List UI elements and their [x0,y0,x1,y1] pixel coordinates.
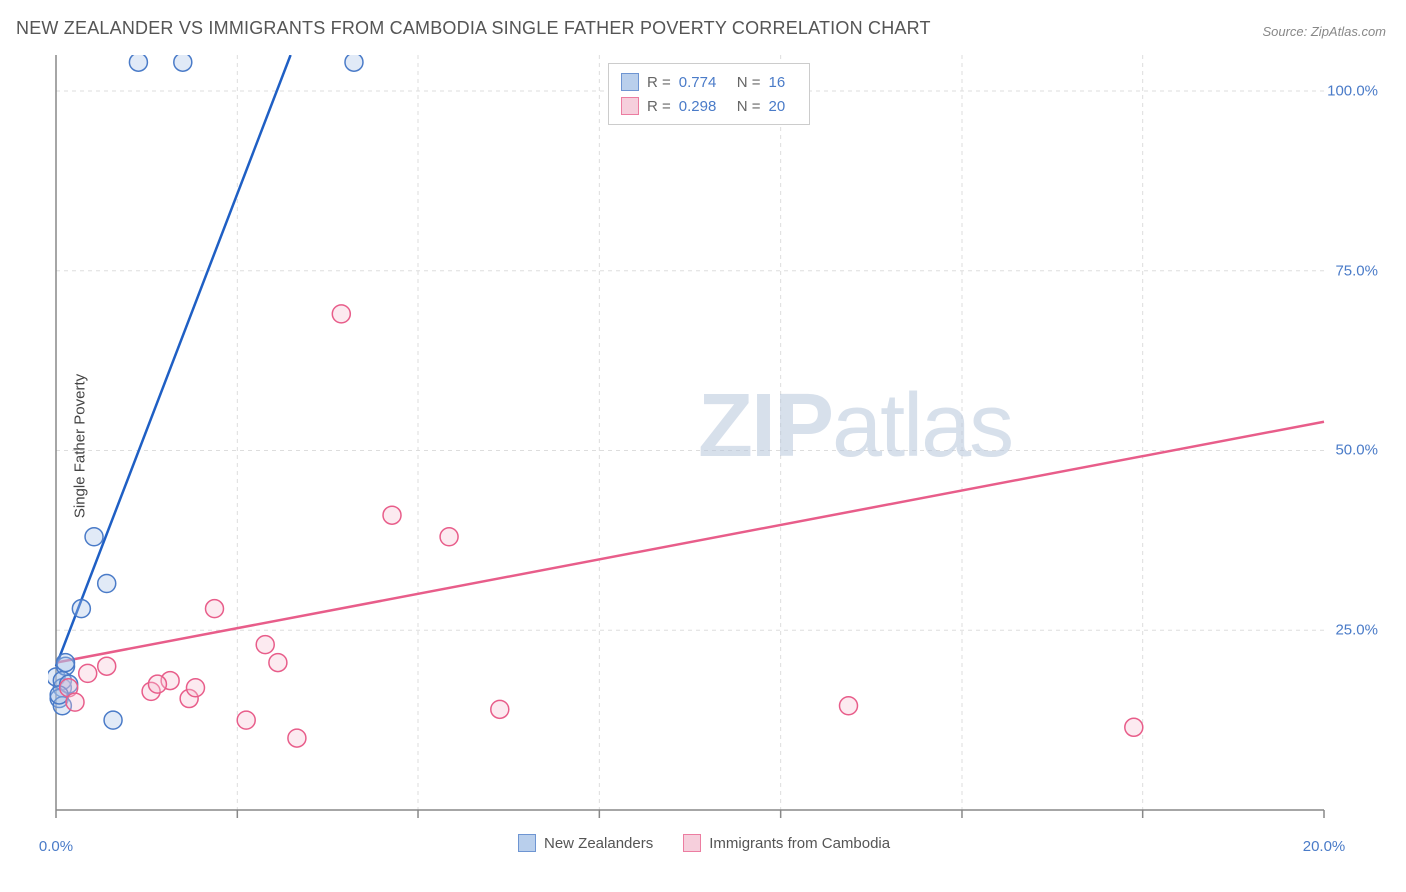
legend-swatch [621,97,639,115]
legend-item: Immigrants from Cambodia [683,834,890,852]
legend-stats-row: R = 0.774 N = 16 [621,70,797,94]
source-label: Source: ZipAtlas.com [1262,24,1386,39]
chart-title: NEW ZEALANDER VS IMMIGRANTS FROM CAMBODI… [16,18,931,39]
legend-stats-box: R = 0.774 N = 16 R = 0.298 N = 20 [608,63,810,125]
x-tick-label: 0.0% [39,838,73,855]
legend-swatch [683,834,701,852]
r-value: 0.298 [679,98,729,115]
legend-item: New Zealanders [518,834,653,852]
n-value: 16 [769,74,797,91]
r-value: 0.774 [679,74,729,91]
y-tick-label: 75.0% [1335,262,1378,279]
n-label: N = [737,74,761,91]
n-label: N = [737,98,761,115]
y-tick-label: 25.0% [1335,622,1378,639]
r-label: R = [647,74,671,91]
legend-label: Immigrants from Cambodia [709,835,890,852]
chart-area: ZIPatlas R =0.774N =16R =0.298N =20 New … [48,55,1388,825]
legend-bottom: New Zealanders Immigrants from Cambodia [518,834,890,852]
n-value: 20 [769,98,797,115]
legend-swatch [518,834,536,852]
x-tick-label: 20.0% [1303,838,1346,855]
scatter-plot [48,55,1388,825]
r-label: R = [647,98,671,115]
legend-label: New Zealanders [544,835,653,852]
y-tick-label: 100.0% [1327,82,1378,99]
legend-stats-row: R = 0.298 N = 20 [621,94,797,118]
y-tick-label: 50.0% [1335,442,1378,459]
legend-swatch [621,73,639,91]
